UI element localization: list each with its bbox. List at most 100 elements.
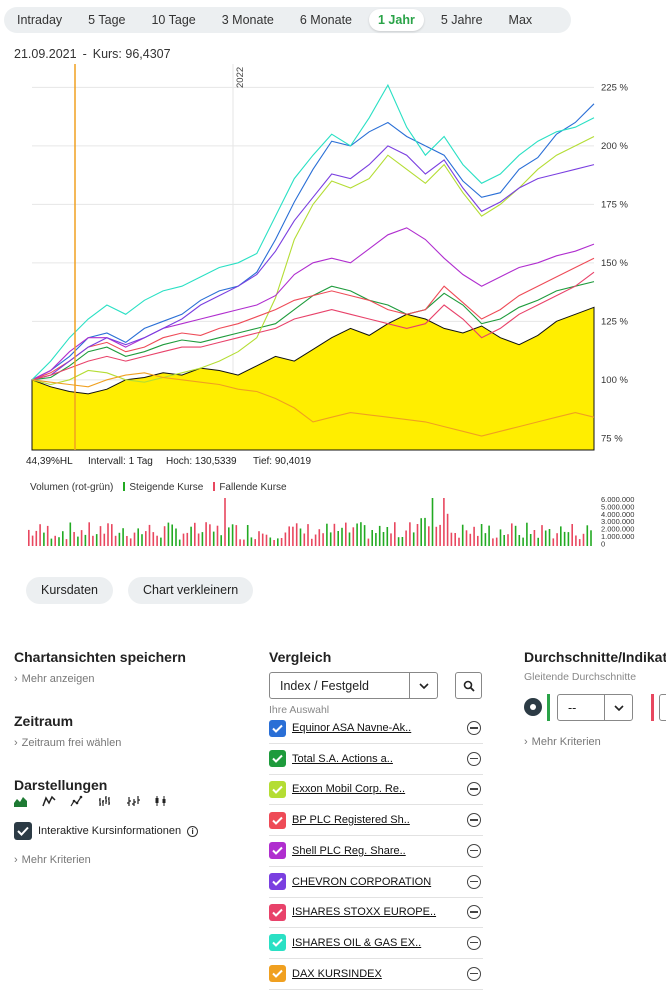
line-chart-icon[interactable] (42, 795, 56, 807)
volume-bar (511, 523, 513, 546)
volume-bar (28, 529, 30, 546)
volume-bar (171, 524, 173, 546)
series-line-4 (31, 227, 595, 381)
tab-intraday[interactable]: Intraday (17, 13, 63, 27)
chevron-right-icon: › (14, 737, 18, 749)
tab-5-tage[interactable]: 5 Tage (88, 13, 126, 27)
mountain-chart-icon[interactable] (14, 795, 28, 807)
volume-bar (537, 537, 539, 546)
interaktive-kursinfo-label: Interaktive Kursinformationen (38, 825, 182, 837)
comparison-name[interactable]: Shell PLC Reg. Share.. (292, 844, 406, 857)
ohlc-chart-icon[interactable] (98, 795, 112, 807)
tab-5-jahre[interactable]: 5 Jahre (440, 13, 483, 27)
remove-icon[interactable] (467, 843, 481, 858)
comparison-checkbox[interactable] (269, 965, 286, 983)
gleitende-durchschnitte-radio[interactable] (524, 698, 542, 716)
volume-tick-label: 2.000.000 (601, 525, 634, 534)
interaktive-kursinfo-checkbox[interactable] (14, 822, 32, 840)
stat-intervall: Intervall: 1 Tag (88, 456, 153, 467)
volume-legend-up: Steigende Kurse (123, 482, 203, 493)
comparison-checkbox[interactable] (269, 842, 286, 860)
volume-bar (322, 533, 324, 546)
comparison-name[interactable]: ISHARES OIL & GAS EX.. (292, 936, 422, 949)
info-icon[interactable]: i (187, 825, 199, 837)
comparison-name[interactable]: DAX KURSINDEX (292, 967, 382, 980)
tab-3-monate[interactable]: 3 Monate (221, 13, 274, 27)
remove-icon[interactable] (467, 874, 481, 889)
remove-icon[interactable] (467, 751, 481, 766)
volume-bar (329, 532, 332, 546)
volume-bar (129, 538, 132, 546)
darstellungen-title: Darstellungen (14, 777, 108, 793)
volume-bar (209, 524, 211, 546)
ma-period-select[interactable]: -- (557, 694, 633, 721)
volume-bar (522, 537, 524, 546)
remove-icon[interactable] (467, 813, 481, 828)
hlc-chart-icon[interactable] (126, 795, 140, 807)
volume-bar (205, 522, 207, 546)
y-tick-label: 125 % (601, 316, 628, 327)
volume-bar (122, 528, 124, 546)
vergleich-title: Vergleich (269, 649, 332, 665)
vergleich-select[interactable]: Index / Festgeld (269, 672, 438, 699)
tab-6-monate[interactable]: 6 Monate (299, 13, 352, 27)
tab-1-jahr[interactable]: 1 Jahr (369, 9, 424, 31)
volume-bar (92, 535, 94, 546)
volume-bar (333, 523, 336, 546)
volume-bar (416, 524, 419, 546)
volume-tick-label: 4.000.000 (601, 510, 634, 519)
comparison-checkbox[interactable] (269, 934, 286, 952)
checkmark-icon (272, 847, 283, 856)
checkmark-icon (272, 785, 283, 794)
volume-bar (378, 525, 381, 546)
comparison-name[interactable]: Equinor ASA Navne-Ak.. (292, 722, 412, 734)
comparison-name[interactable]: Total S.A. Actions a.. (292, 752, 393, 765)
comparison-name[interactable]: ISHARES STOXX EUROPE.. (292, 906, 437, 919)
chart-verkleinern-button[interactable]: Chart verkleinern (128, 577, 254, 604)
volume-bar (152, 532, 155, 546)
comparison-name[interactable]: BP PLC Registered Sh.. (292, 814, 410, 827)
mehr-kriterien-link-left[interactable]: › Mehr Kriterien (14, 854, 91, 866)
volume-bar (54, 535, 56, 546)
kursdaten-button[interactable]: Kursdaten (26, 577, 113, 604)
comparison-checkbox[interactable] (269, 811, 286, 829)
volume-bar (458, 537, 460, 546)
comparison-checkbox[interactable] (269, 780, 286, 798)
zeitraum-link[interactable]: › Zeitraum frei wählen (14, 737, 122, 749)
candlestick-chart-icon[interactable] (154, 795, 168, 807)
comparison-item: DAX KURSINDEX (269, 959, 483, 990)
remove-icon[interactable] (467, 966, 481, 981)
comparison-checkbox[interactable] (269, 719, 286, 737)
tab-10-tage[interactable]: 10 Tage (151, 13, 196, 27)
comparison-name[interactable]: Exxon Mobil Corp. Re.. (292, 783, 406, 796)
point-line-chart-icon[interactable] (70, 795, 84, 807)
volume-bar (492, 538, 494, 546)
remove-icon[interactable] (467, 935, 481, 950)
tab-max[interactable]: Max (508, 13, 533, 27)
mehr-kriterien-link-right[interactable]: › Mehr Kriterien (524, 736, 601, 748)
price-chart[interactable]: 225 % 200 % 175 % 150 % 125 % 100 % 75 % 2022 (0, 60, 666, 452)
comparison-checkbox[interactable] (269, 903, 286, 921)
ma-period-select-2[interactable] (659, 694, 666, 721)
volume-bar (273, 540, 275, 546)
comparison-name[interactable]: CHEVRON CORPORATION (292, 875, 432, 888)
comparison-checkbox[interactable] (269, 750, 286, 768)
volume-bar (507, 534, 509, 546)
comparison-checkbox[interactable] (269, 873, 286, 890)
checkmark-icon (272, 939, 283, 948)
remove-icon[interactable] (467, 721, 481, 735)
volume-bar (84, 534, 87, 546)
volume-bar (544, 530, 547, 546)
remove-icon[interactable] (467, 782, 481, 797)
volume-bar (35, 530, 38, 546)
checkmark-icon (272, 969, 283, 979)
volume-legend-down: Fallende Kurse (213, 482, 287, 493)
volume-bar (156, 535, 158, 546)
volume-bar (80, 530, 83, 546)
mehr-anzeigen-link[interactable]: › Mehr anzeigen (14, 673, 95, 685)
volume-bar (280, 538, 283, 546)
remove-icon[interactable] (467, 905, 481, 920)
volume-bar (469, 533, 472, 546)
vergleich-search-button[interactable] (455, 672, 482, 699)
series-line-5 (31, 145, 595, 381)
